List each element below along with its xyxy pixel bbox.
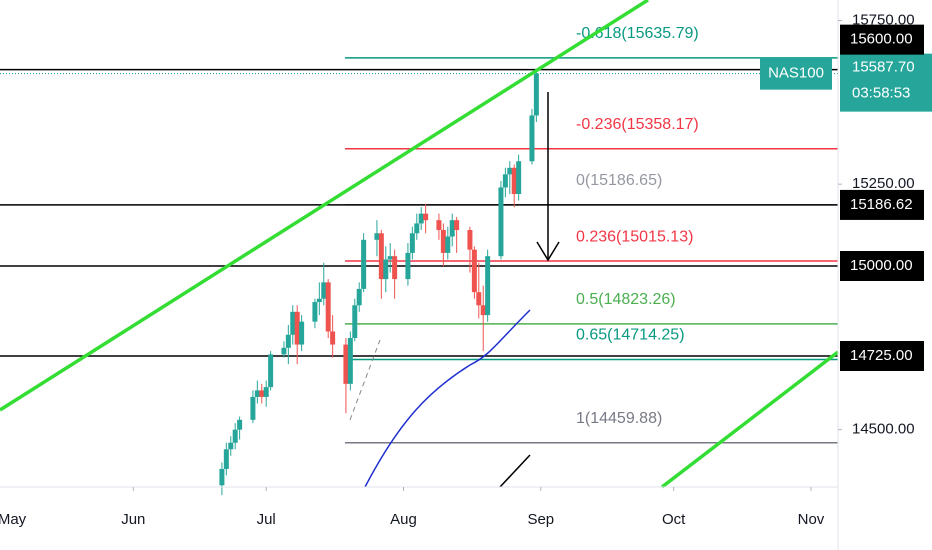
y-tick-label: 15750.00	[852, 11, 915, 28]
trend-line	[660, 350, 840, 489]
candle-body	[378, 233, 384, 280]
candle-body	[285, 334, 291, 348]
symbol: NAS100	[768, 65, 824, 82]
candle-body	[263, 387, 269, 397]
fib-label: 0.236(15015.13)	[576, 228, 693, 245]
candle-body	[502, 174, 508, 188]
candle-body	[405, 252, 411, 280]
candle-body	[374, 233, 380, 240]
candle-body	[476, 292, 482, 306]
candle-body	[440, 229, 446, 253]
candle-body	[268, 354, 274, 388]
candle-body	[281, 347, 287, 355]
candle-body	[259, 390, 265, 397]
price-box	[840, 53, 932, 112]
x-tick-label: Oct	[662, 511, 686, 528]
candle-body	[445, 236, 451, 253]
candle-body	[325, 282, 331, 332]
axis-labels: May Jun Jul Aug Sep Oct Nov 15750.00 15250.00 145…	[0, 11, 932, 528]
line-label: 15600.00	[850, 31, 913, 48]
candle-body	[498, 187, 504, 257]
candle-body	[533, 73, 539, 116]
arrow-head	[536, 241, 560, 262]
last-price: 15587.70	[852, 59, 915, 76]
candle-body	[449, 220, 455, 237]
candle-body	[480, 305, 486, 316]
x-tick-label: Sep	[527, 511, 554, 528]
moving-average	[364, 309, 531, 488]
candle-body	[294, 311, 300, 345]
candle-body	[507, 167, 513, 175]
candle-body	[392, 256, 398, 280]
candle-body	[237, 419, 243, 430]
candle-body	[299, 321, 305, 345]
line-label-box	[840, 189, 924, 220]
candle-body	[423, 213, 429, 221]
x-tick-label: Nov	[798, 511, 825, 528]
candle-body	[352, 305, 358, 339]
candle-body	[321, 282, 327, 299]
x-tick-label: Jun	[121, 511, 145, 528]
candle-body	[516, 161, 522, 194]
candle-body	[414, 223, 420, 234]
candle-body	[312, 302, 318, 322]
fib-label: 0(15186.65)	[576, 172, 662, 189]
y-tick-label: 15250.00	[852, 175, 915, 192]
x-tick-label: May	[0, 511, 27, 528]
fib-label: -0.236(15358.17)	[576, 116, 699, 133]
candle-body	[436, 220, 442, 230]
candle-body	[356, 288, 362, 306]
candle-body	[254, 390, 260, 397]
candle-body	[219, 468, 225, 486]
candle-body	[347, 338, 353, 384]
line-label-box	[840, 251, 924, 282]
x-tick-label: Aug	[390, 511, 417, 528]
candle-body	[361, 239, 367, 289]
symbol-box	[760, 57, 832, 90]
plot-area: -0.618(15635.79) -0.236(15358.17) 0(15186.…	[0, 25, 838, 496]
candle-body	[290, 311, 296, 335]
line-label: 14725.00	[850, 347, 913, 364]
fib-label: 1(14459.88)	[576, 410, 662, 427]
line-label: 15000.00	[850, 257, 913, 274]
candle-body	[418, 213, 424, 224]
line-drawing	[499, 454, 531, 488]
fib-label: -0.618(15635.79)	[576, 25, 699, 42]
candle-body	[330, 331, 336, 345]
y-tick-label: 14500.00	[852, 421, 915, 438]
candle-body	[343, 344, 349, 384]
candle-body	[454, 220, 460, 230]
fib-label: 0.5(14823.26)	[576, 291, 676, 308]
candle-body	[228, 442, 234, 450]
candle-body	[223, 449, 229, 469]
candle-body	[529, 115, 535, 162]
candle-body	[511, 167, 517, 194]
countdown: 03:58:53	[852, 85, 910, 102]
candle-body	[232, 429, 238, 443]
x-tick-label: Jul	[257, 511, 276, 528]
trend-line	[0, 0, 649, 412]
candle-body	[250, 396, 256, 420]
candle-body	[316, 298, 322, 303]
candle-body	[383, 259, 389, 280]
line-label: 15186.62	[850, 196, 913, 213]
candle-body	[471, 249, 477, 293]
line-label-box	[840, 341, 924, 372]
candle-body	[485, 256, 491, 316]
candle-body	[409, 233, 415, 253]
candle-body	[467, 229, 473, 250]
line-label-box	[840, 24, 924, 55]
fib-label: 0.65(14714.25)	[576, 327, 685, 344]
candle-body	[387, 256, 393, 260]
